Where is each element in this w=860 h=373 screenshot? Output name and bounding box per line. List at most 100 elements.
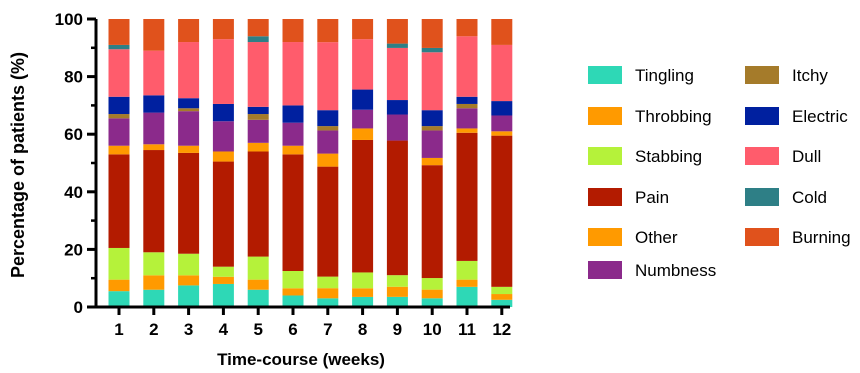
x-tick-label-4: 4 — [219, 320, 229, 339]
bar-segment-dull-week-6 — [282, 42, 304, 106]
y-axis-title: Percentage of patients (%) — [8, 52, 28, 278]
bar-segment-throbbing-week-9 — [386, 286, 408, 297]
y-tick-label-80: 80 — [64, 68, 83, 87]
bar-segment-itchy-week-5 — [247, 114, 269, 120]
bar-segment-dull-week-7 — [317, 42, 339, 111]
bar-segment-tingling-week-11 — [456, 286, 478, 307]
x-tick-label-3: 3 — [184, 320, 193, 339]
bar-segment-burning-week-4 — [212, 19, 234, 40]
bar-segment-numbness-week-9 — [386, 114, 408, 141]
bar-segment-pain-week-2 — [143, 150, 165, 253]
x-tick-label-10: 10 — [423, 320, 442, 339]
bar-segment-other-week-11 — [456, 128, 478, 133]
bar-segment-tingling-week-5 — [247, 289, 269, 307]
bar-segment-numbness-week-8 — [352, 109, 374, 129]
legend-label-other: Other — [635, 228, 678, 247]
bar-segment-tingling-week-12 — [491, 299, 513, 307]
legend-swatch-itchy — [745, 66, 779, 84]
legend-swatch-pain — [588, 188, 622, 206]
bar-segment-dull-week-9 — [386, 47, 408, 101]
x-tick-label-2: 2 — [149, 320, 158, 339]
bar-segment-dull-week-3 — [178, 42, 200, 99]
legend-label-tingling: Tingling — [635, 66, 694, 85]
bar-segment-other-week-2 — [143, 144, 165, 151]
bar-segment-electric-week-12 — [491, 101, 513, 116]
bar-segment-numbness-week-5 — [247, 119, 269, 143]
legend-swatch-tingling — [588, 66, 622, 84]
bar-segment-electric-week-3 — [178, 98, 200, 109]
bar-segment-stabbing-week-8 — [352, 272, 374, 289]
legend-swatch-throbbing — [588, 107, 622, 125]
bar-segment-numbness-week-1 — [108, 118, 130, 146]
bar-segment-pain-week-8 — [352, 139, 374, 273]
bar-segment-numbness-week-12 — [491, 115, 513, 132]
legend-label-pain: Pain — [635, 188, 669, 207]
bar-segment-throbbing-week-4 — [212, 276, 234, 284]
bar-segment-burning-week-1 — [108, 19, 130, 45]
bar-segment-stabbing-week-4 — [212, 266, 234, 277]
bar-segment-electric-week-8 — [352, 89, 374, 110]
legend-swatch-stabbing — [588, 147, 622, 165]
bar-segment-pain-week-3 — [178, 152, 200, 254]
bars-group — [108, 19, 513, 307]
bar-segment-burning-week-6 — [282, 19, 304, 43]
legend-label-itchy: Itchy — [792, 66, 828, 85]
bar-segment-dull-week-10 — [421, 52, 443, 111]
bar-segment-pain-week-4 — [212, 161, 234, 267]
bar-segment-numbness-week-4 — [212, 121, 234, 152]
legend-label-electric: Electric — [792, 107, 848, 126]
bar-segment-numbness-week-11 — [456, 108, 478, 129]
bar-segment-dull-week-2 — [143, 50, 165, 96]
bar-segment-throbbing-week-10 — [421, 289, 443, 299]
bar-segment-cold-week-1 — [108, 44, 130, 50]
bar-segment-electric-week-2 — [143, 95, 165, 113]
bar-segment-stabbing-week-3 — [178, 253, 200, 276]
legend-swatch-electric — [745, 107, 779, 125]
legend-swatch-cold — [745, 188, 779, 206]
bar-segment-throbbing-week-5 — [247, 279, 269, 290]
bar-segment-throbbing-week-7 — [317, 288, 339, 299]
bar-segment-other-week-7 — [317, 153, 339, 167]
bar-segment-itchy-week-1 — [108, 114, 130, 119]
x-tick-label-6: 6 — [288, 320, 297, 339]
bar-segment-throbbing-week-3 — [178, 275, 200, 286]
bar-segment-dull-week-5 — [247, 42, 269, 107]
x-tick-label-9: 9 — [393, 320, 402, 339]
bar-segment-stabbing-week-5 — [247, 256, 269, 280]
y-tick-label-0: 0 — [74, 298, 83, 317]
bar-segment-pain-week-11 — [456, 132, 478, 261]
bar-segment-cold-week-5 — [247, 36, 269, 43]
bar-segment-other-week-4 — [212, 151, 234, 162]
bar-segment-throbbing-week-6 — [282, 288, 304, 296]
bar-segment-itchy-week-3 — [178, 108, 200, 112]
bar-segment-other-week-5 — [247, 142, 269, 152]
bar-segment-throbbing-week-2 — [143, 275, 165, 290]
bar-segment-pain-week-5 — [247, 151, 269, 257]
bar-segment-throbbing-week-12 — [491, 294, 513, 300]
bar-segment-pain-week-7 — [317, 166, 339, 277]
legend-swatch-burning — [745, 228, 779, 246]
bar-segment-itchy-week-10 — [421, 126, 443, 131]
bar-segment-burning-week-9 — [386, 19, 408, 44]
bar-segment-burning-week-5 — [247, 19, 269, 37]
bar-segment-throbbing-week-8 — [352, 288, 374, 297]
y-tick-label-60: 60 — [64, 125, 83, 144]
x-tick-label-12: 12 — [492, 320, 511, 339]
bar-segment-dull-week-11 — [456, 36, 478, 97]
legend-label-cold: Cold — [792, 188, 827, 207]
bar-segment-stabbing-week-12 — [491, 286, 513, 295]
bar-segment-burning-week-3 — [178, 19, 200, 43]
legend-label-throbbing: Throbbing — [635, 107, 712, 126]
bar-segment-numbness-week-2 — [143, 112, 165, 145]
bar-segment-electric-week-1 — [108, 96, 130, 115]
bar-segment-stabbing-week-1 — [108, 247, 130, 280]
bar-segment-dull-week-1 — [108, 49, 130, 97]
bar-segment-tingling-week-3 — [178, 285, 200, 307]
bar-segment-electric-week-9 — [386, 100, 408, 115]
bar-segment-pain-week-12 — [491, 135, 513, 287]
bar-segment-tingling-week-10 — [421, 298, 443, 307]
bar-segment-electric-week-7 — [317, 110, 339, 127]
x-tick-label-1: 1 — [114, 320, 123, 339]
bar-segment-pain-week-9 — [386, 140, 408, 276]
bar-segment-tingling-week-9 — [386, 296, 408, 307]
